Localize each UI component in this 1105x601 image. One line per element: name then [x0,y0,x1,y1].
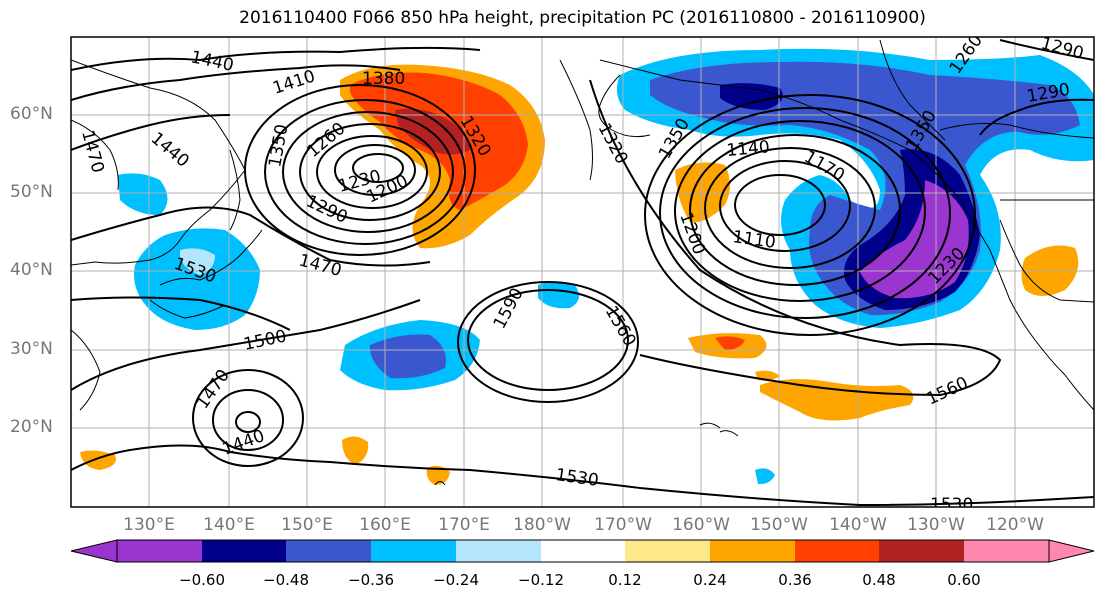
chart-title: 2016110400 F066 850 hPa height, precipit… [239,8,926,28]
colorbar-label: −0.48 [263,571,309,589]
colorbar-label: 0.12 [608,571,642,589]
lat-label: 60°N [10,104,53,124]
colorbar-label: 0.48 [862,571,896,589]
colorbar-label: −0.24 [433,571,479,589]
colorbar-segment [964,540,1049,562]
colorbar-label: −0.60 [179,571,225,589]
lon-label: 150°W [750,515,808,535]
map-frame [70,36,1095,508]
lat-label: 30°N [10,339,53,359]
lon-label: 170°W [594,515,652,535]
colorbar-label: 0.24 [693,571,727,589]
contour-label: 1530 [930,495,973,515]
contour-label: 1380 [362,69,405,89]
lat-label: 40°N [10,260,53,280]
lon-label: 150°E [281,515,333,535]
colorbar-segment [117,540,202,562]
coastlines [71,39,1094,486]
colorbar-label: 0.36 [778,571,812,589]
lon-label: 130°W [907,515,965,535]
colorbar-segment [795,540,879,562]
colorbar-segment [456,540,541,562]
lon-label: 120°W [986,515,1044,535]
lon-label: 130°E [123,515,175,535]
lon-label: 160°W [672,515,730,535]
lon-label: 180°W [513,515,571,535]
colorbar-segment [879,540,964,562]
colorbar-segment [625,540,710,562]
colorbar-segment [202,540,286,562]
colorbar-segment [286,540,371,562]
colorbar-label: −0.36 [348,571,394,589]
colorbar [70,539,1095,563]
lat-label: 20°N [10,417,53,437]
lon-label: 140°W [829,515,887,535]
colorbar-segment [371,540,456,562]
colorbar-frame [116,539,1050,563]
lon-label: 170°E [438,515,490,535]
colorbar-segment [710,540,795,562]
height-contours [71,39,1094,507]
colorbar-extend-low [70,539,118,563]
colorbar-label: 0.60 [947,571,981,589]
precipitation-shading [80,48,1094,485]
colorbar-segment [541,540,625,562]
colorbar-label: −0.12 [518,571,564,589]
colorbar-extend-high [1048,539,1095,563]
lat-label: 50°N [10,182,53,202]
contour-label: 1140 [726,137,771,161]
lon-label: 140°E [203,515,255,535]
lon-label: 160°E [359,515,411,535]
